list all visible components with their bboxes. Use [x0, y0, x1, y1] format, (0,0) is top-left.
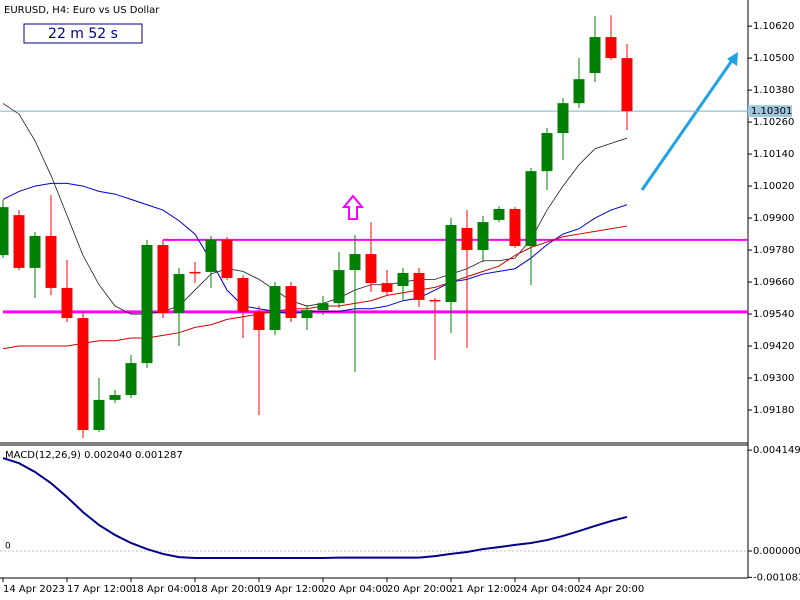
candle-body: [573, 79, 585, 104]
x-tick-label: 19 Apr 12:00: [259, 584, 324, 595]
candle-body: [557, 103, 569, 134]
candle-body: [0, 207, 9, 256]
trend-arrow: [640, 58, 735, 191]
candle-body: [205, 239, 217, 272]
candle-body: [349, 254, 361, 271]
y-tick-label: 1.10380: [753, 85, 794, 96]
x-tick-label: 24 Apr 20:00: [579, 584, 644, 595]
x-tick-label: 18 Apr 04:00: [131, 584, 196, 595]
current-price-label: 1.10301: [751, 106, 792, 117]
y-tick-label: 1.09300: [753, 373, 794, 384]
zero-label: 0: [5, 542, 11, 552]
candle-body: [493, 209, 505, 220]
y-tick-label: 1.09780: [753, 245, 794, 256]
x-tick-label: 14 Apr 2023: [3, 584, 65, 595]
y-tick-label: 1.09660: [753, 277, 794, 288]
candle-body: [621, 58, 633, 112]
candle-body: [237, 278, 249, 312]
y-tick-label: 1.10140: [753, 149, 794, 160]
x-tick-label: 20 Apr 04:00: [323, 584, 388, 595]
x-tick-label: 17 Apr 12:00: [67, 584, 132, 595]
candle-body: [93, 399, 105, 431]
timer: 22 m 52 s: [48, 26, 118, 42]
y-tick-label: 1.10500: [753, 53, 794, 64]
y-tick-label: 1.10260: [753, 117, 794, 128]
y-tick-label: 0.000000: [753, 546, 800, 557]
moving-average: [2, 103, 628, 315]
macd-title: MACD(12,26,9) 0.002040 0.001287: [5, 450, 183, 461]
candle-body: [477, 222, 489, 251]
candle-body: [429, 299, 441, 302]
candle-body: [397, 272, 409, 287]
y-tick-label: 1.09420: [753, 341, 794, 352]
candle-body: [541, 133, 553, 172]
candle-body: [413, 272, 425, 300]
candle-body: [109, 395, 121, 400]
macd-line: [2, 457, 628, 560]
candle-body: [317, 303, 329, 311]
y-tick-label: 1.10620: [753, 21, 794, 32]
moving-average: [2, 182, 628, 315]
candle-body: [45, 235, 57, 288]
candle-body: [253, 311, 265, 331]
x-tick-label: 21 Apr 12:00: [451, 584, 516, 595]
candle-body: [445, 224, 457, 303]
candle-body: [189, 271, 201, 274]
candle-body: [605, 37, 617, 59]
y-tick-label: 1.09180: [753, 405, 794, 416]
y-tick-label: 0.004149: [753, 445, 800, 456]
candle-body: [13, 215, 25, 268]
candle-body: [29, 235, 41, 268]
trend-arrow-head: [727, 52, 738, 66]
chart-title: EURUSD, H4: Euro vs US Dollar: [4, 5, 160, 16]
candle-body: [381, 283, 393, 292]
candle-body: [285, 286, 297, 319]
candle-body: [301, 310, 313, 319]
x-tick-label: 24 Apr 04:00: [515, 584, 580, 595]
candle-body: [461, 227, 473, 251]
y-tick-label: 1.10020: [753, 181, 794, 192]
candle-body: [157, 244, 169, 313]
candle-body: [77, 318, 89, 431]
y-tick-label: 1.09900: [753, 213, 794, 224]
candle-body: [589, 37, 601, 74]
x-tick-label: 18 Apr 20:00: [195, 584, 260, 595]
candle-body: [141, 244, 153, 364]
moving-average: [2, 225, 628, 350]
candle-body: [365, 254, 377, 284]
candle-body: [509, 209, 521, 247]
y-tick-label: -0.001083: [753, 572, 800, 583]
timer-box: [23, 23, 143, 44]
candle-body: [221, 239, 233, 279]
candle-body: [525, 171, 537, 247]
y-tick-label: 1.09540: [753, 309, 794, 320]
candle-body: [269, 286, 281, 331]
candle-body: [61, 287, 73, 319]
current-price-box: [748, 105, 792, 118]
candle-body: [333, 270, 345, 304]
x-tick-label: 20 Apr 20:00: [387, 584, 452, 595]
candle-body: [125, 363, 137, 396]
up-arrow-signal: [341, 194, 365, 220]
candle-body: [173, 274, 185, 313]
